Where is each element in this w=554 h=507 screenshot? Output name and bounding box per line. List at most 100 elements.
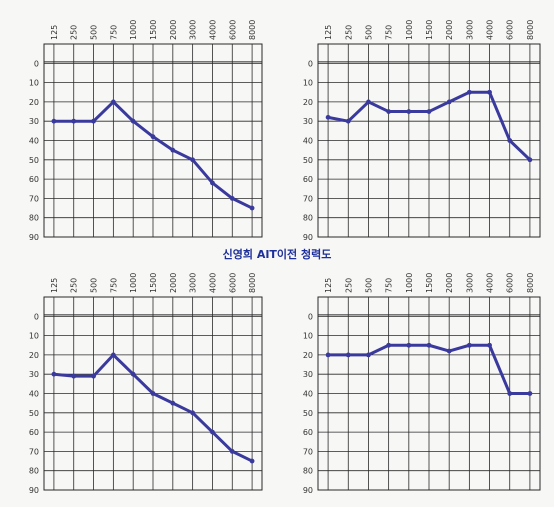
y-tick-label: 80: [303, 214, 313, 223]
data-point: [190, 410, 196, 416]
data-point: [229, 449, 235, 454]
data-point: [426, 109, 432, 114]
x-tick-label: 2000: [169, 20, 178, 40]
x-tick-label: 125: [50, 278, 59, 293]
data-point: [71, 118, 77, 124]
data-point: [386, 342, 392, 348]
data-point: [170, 400, 176, 406]
data-point: [110, 99, 116, 105]
x-tick-label: 250: [70, 278, 79, 293]
data-point: [406, 109, 412, 114]
y-tick-label: 40: [29, 137, 39, 146]
data-point: [325, 114, 331, 120]
data-point: [507, 138, 513, 143]
data-point: [150, 134, 156, 140]
y-tick-label: 20: [303, 351, 313, 360]
y-tick-label: 90: [303, 486, 313, 495]
y-tick-label: 60: [303, 428, 313, 437]
data-point: [130, 118, 136, 124]
y-tick-label: 70: [303, 447, 313, 456]
data-point: [210, 429, 215, 435]
data-point: [325, 352, 331, 358]
x-tick-label: 6000: [506, 273, 515, 293]
x-tick-label: 1500: [425, 20, 434, 40]
x-tick-label: 1000: [129, 273, 138, 293]
x-tick-label: 1500: [425, 273, 434, 293]
x-tick-label: 1000: [129, 20, 138, 40]
data-point: [466, 342, 472, 348]
data-point: [110, 352, 116, 358]
audiogram-top-left: 0 10 20 30 40 50 60 70 80 90 125 250 500 750 1000 1500 2…: [29, 20, 263, 242]
data-point: [345, 118, 351, 124]
data-point: [406, 342, 412, 348]
data-point: [527, 391, 533, 396]
x-tick-label: 4000: [208, 273, 217, 293]
x-tick-label: 250: [344, 25, 353, 40]
data-point: [345, 352, 351, 358]
x-tick-label: 4000: [486, 20, 495, 40]
x-tick-label: 500: [364, 25, 373, 40]
audiogram-top-right: 0 10 20 30 40 50 60 70 80 90 125 250 500 750 1000 1500 2…: [303, 20, 541, 242]
y-tick-label: 60: [29, 175, 39, 184]
sheet-caption: 신영희 AIT이전 청력도: [222, 248, 332, 261]
x-tick-label: 500: [90, 25, 99, 40]
y-tick-label: 10: [29, 332, 39, 341]
data-point: [507, 391, 513, 396]
x-tick-label: 3000: [189, 20, 198, 40]
y-tick-label: 70: [29, 194, 39, 203]
x-tick-label: 1000: [405, 20, 414, 40]
data-point: [446, 99, 452, 105]
x-tick-label: 4000: [486, 273, 495, 293]
x-tick-label: 1500: [149, 273, 158, 293]
x-tick-label: 125: [324, 278, 333, 293]
y-tick-label: 90: [29, 233, 39, 242]
y-tick-label: 30: [29, 370, 39, 379]
data-point: [91, 373, 96, 379]
data-point: [190, 157, 196, 163]
data-point: [170, 147, 176, 153]
data-point: [91, 118, 96, 124]
y-tick-label: 90: [29, 486, 39, 495]
x-tick-label: 750: [385, 25, 394, 40]
data-point: [51, 371, 57, 377]
data-point: [130, 371, 136, 377]
data-point: [249, 458, 255, 464]
audiogram-bottom-left: 0 10 20 30 40 50 60 70 80 90 125 250 500 750 1000 1500 2…: [29, 273, 263, 495]
x-tick-label: 500: [364, 278, 373, 293]
data-point: [487, 89, 492, 95]
y-tick-label: 30: [303, 370, 313, 379]
data-point: [527, 157, 533, 163]
y-tick-label: 0: [308, 59, 313, 68]
y-tick-label: 40: [303, 390, 313, 399]
y-tick-label: 50: [29, 409, 39, 418]
data-point: [150, 391, 156, 396]
y-tick-label: 80: [29, 467, 39, 476]
data-point: [51, 118, 57, 124]
x-tick-label: 2000: [169, 273, 178, 293]
y-tick-label: 0: [308, 312, 313, 321]
x-tick-label: 3000: [465, 20, 474, 40]
data-point: [426, 342, 432, 348]
x-tick-label: 750: [109, 25, 118, 40]
x-tick-label: 8000: [526, 273, 535, 293]
y-tick-label: 50: [303, 156, 313, 165]
x-tick-label: 3000: [189, 273, 198, 293]
x-tick-label: 750: [109, 278, 118, 293]
y-tick-label: 90: [303, 233, 313, 242]
x-tick-label: 6000: [506, 20, 515, 40]
data-point: [466, 89, 472, 95]
x-tick-label: 8000: [248, 273, 257, 293]
x-tick-label: 250: [344, 278, 353, 293]
data-point: [229, 196, 235, 201]
y-tick-label: 70: [303, 194, 313, 203]
y-tick-label: 0: [34, 59, 39, 68]
y-tick-label: 10: [303, 79, 313, 88]
y-tick-label: 0: [34, 312, 39, 321]
y-tick-label: 20: [29, 98, 39, 107]
y-tick-label: 70: [29, 447, 39, 456]
y-tick-label: 30: [303, 117, 313, 126]
y-tick-label: 50: [29, 156, 39, 165]
data-point: [71, 373, 77, 379]
